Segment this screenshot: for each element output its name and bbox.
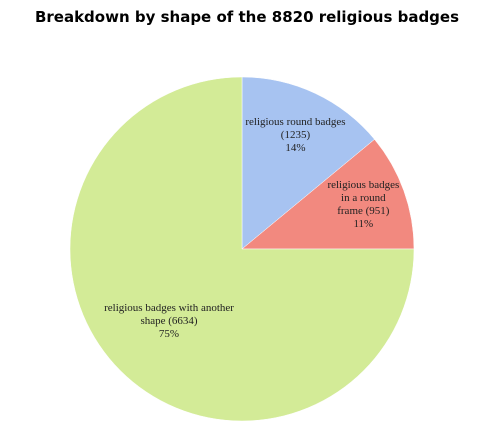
slice-label: religious badges in a round frame (951) [327,179,400,218]
pie-slice [241,139,415,250]
pie-slice [69,76,415,422]
slice-value-label: 75% [158,328,180,341]
chart-title: Breakdown by shape of the 8820 religious… [34,8,460,26]
slice-value-label: 14% [285,141,306,154]
pie-slice [241,76,375,250]
slice-value-label: 11% [353,218,374,231]
slice-label: religious round badges (1235) [245,115,346,141]
slice-label: religious badges with another shape (663… [104,302,234,328]
